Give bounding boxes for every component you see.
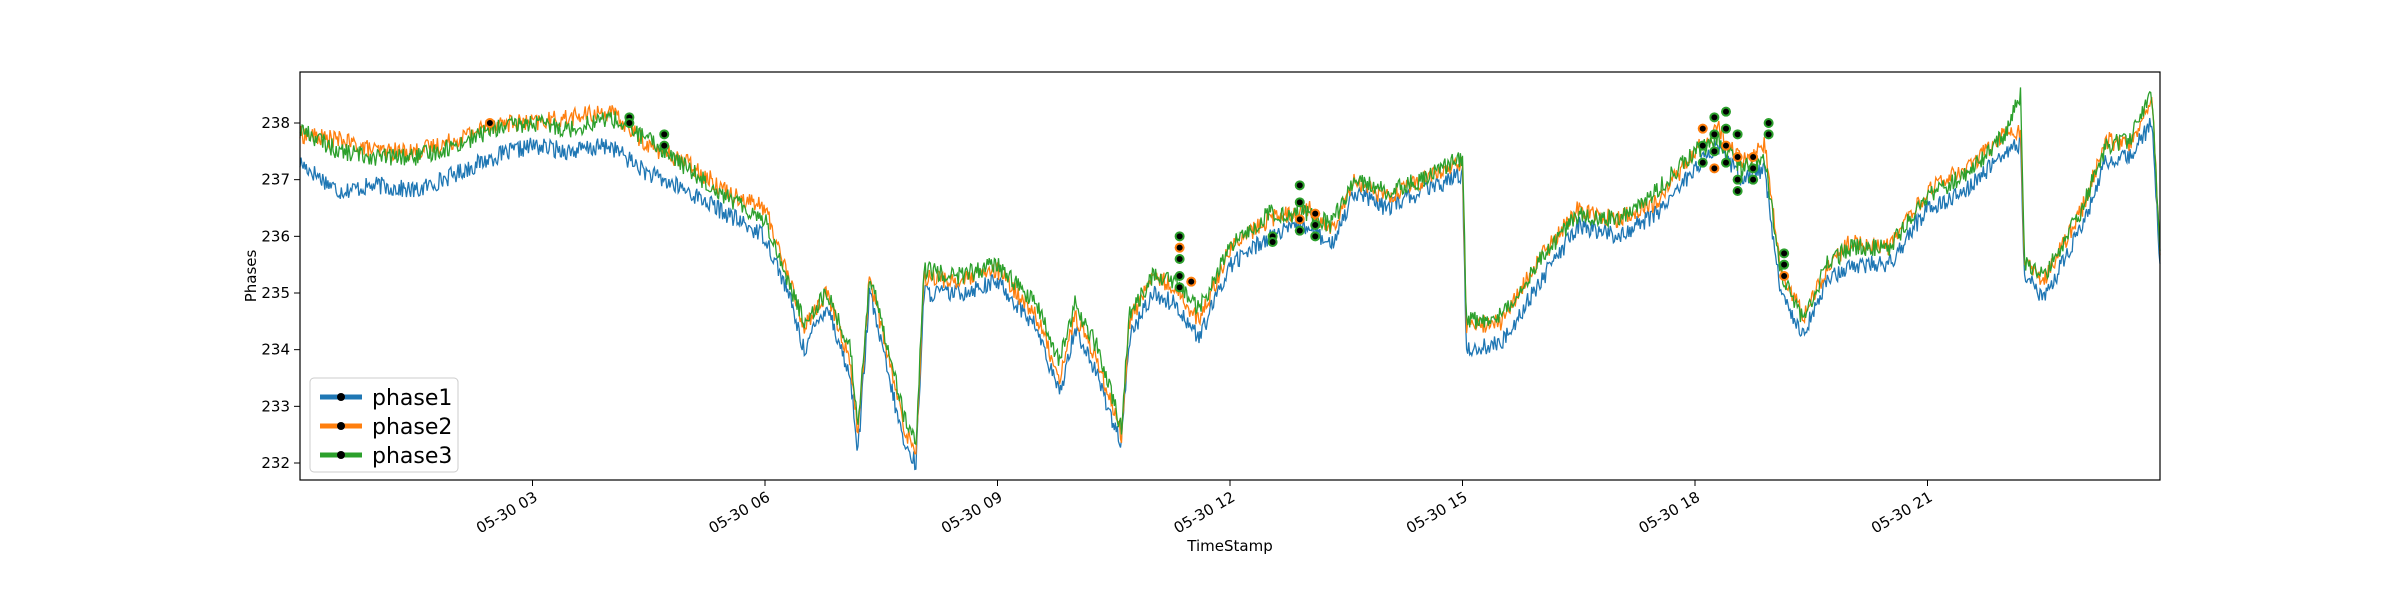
anomaly-marker-dot [1296, 182, 1303, 189]
anomaly-marker-dot [1734, 176, 1741, 183]
anomaly-marker-dot [1699, 125, 1706, 132]
legend-box [309, 377, 459, 473]
anomaly-marker-dot [1176, 273, 1183, 279]
x-tick-label: 05-30 03 [473, 488, 540, 537]
anomaly-marker-dot [1723, 108, 1729, 115]
y-tick-label: 232 [261, 454, 290, 472]
anomaly-marker-dot [1269, 239, 1276, 245]
anomaly-marker-dot [1750, 154, 1757, 160]
anomaly-marker-dot [1781, 273, 1788, 279]
series-line-phase2 [299, 96, 2161, 455]
series-line-phase1 [299, 117, 2161, 471]
anomaly-marker-dot [486, 120, 493, 126]
series-line-phase3 [299, 87, 2161, 446]
anomaly-marker-dot [1723, 159, 1729, 166]
anomaly-marker-dot [1711, 165, 1718, 172]
anomaly-marker-dot [1711, 131, 1718, 138]
x-tick-label: 05-30 09 [938, 488, 1005, 537]
x-tick-label: 05-30 15 [1403, 488, 1470, 537]
anomaly-marker-dot [1699, 159, 1706, 166]
anomaly-marker-dot [1750, 176, 1757, 183]
x-tick-label: 05-30 18 [1636, 488, 1703, 537]
x-tick-label: 05-30 06 [706, 488, 773, 537]
y-tick-label: 236 [261, 227, 290, 245]
legend: phase1 phase2 phase3 [309, 377, 459, 473]
y-tick-label: 237 [261, 171, 290, 189]
x-tick-label: 05-30 21 [1868, 488, 1935, 537]
legend-marker-phase1 [337, 393, 345, 401]
anomaly-marker-dot [626, 120, 633, 126]
anomaly-marker-dot [1723, 125, 1729, 132]
anomaly-marker-dot [1765, 131, 1772, 138]
legend-marker-phase2 [337, 422, 345, 430]
anomaly-marker-dot [1734, 154, 1741, 160]
anomaly-marker-dot [1723, 142, 1729, 149]
series-layer [299, 87, 2161, 471]
anomaly-marker-dot [1711, 114, 1718, 121]
anomaly-marker-dot [1781, 261, 1788, 268]
y-tick-label: 233 [261, 397, 290, 415]
anomaly-marker-dot [1312, 210, 1319, 217]
y-axis-ticks: 232 233 234 235 236 237 238 [261, 114, 300, 472]
anomaly-marker-dot [1312, 233, 1319, 240]
anomaly-marker-dot [1176, 233, 1183, 240]
anomaly-marker-dot [1765, 120, 1772, 126]
anomaly-marker-dot [1312, 222, 1319, 228]
anomaly-marker-dot [661, 142, 668, 149]
y-tick-label: 235 [261, 284, 290, 302]
legend-label-phase3: phase3 [372, 444, 452, 469]
legend-marker-phase3 [337, 451, 345, 459]
anomaly-marker-dot [1296, 227, 1303, 234]
anomaly-marker-dot [1734, 188, 1741, 194]
x-tick-label: 05-30 12 [1171, 488, 1238, 537]
anomaly-marker-dot [1750, 165, 1757, 172]
x-axis-label: TimeStamp [1186, 537, 1272, 555]
anomaly-marker-dot [1176, 284, 1183, 291]
legend-label-phase1: phase1 [372, 386, 452, 411]
plot-area-frame [299, 71, 2161, 481]
anomaly-marker-dot [1734, 131, 1741, 138]
anomaly-marker-dot [1296, 216, 1303, 223]
anomaly-marker-dot [1188, 278, 1195, 285]
anomaly-marker-layer [484, 106, 1790, 293]
y-tick-label: 238 [261, 114, 290, 132]
x-axis-ticks: 05-30 03 05-30 06 05-30 09 05-30 12 05-30 15… [473, 480, 1936, 537]
anomaly-marker-dot [1176, 256, 1183, 262]
anomaly-marker-dot [1176, 244, 1183, 251]
y-axis-label: Phases [242, 250, 260, 303]
anomaly-marker-dot [1699, 142, 1706, 149]
anomaly-marker-dot [1711, 148, 1718, 155]
anomaly-marker-dot [661, 131, 668, 138]
anomaly-marker-dot [1781, 250, 1788, 257]
legend-label-phase2: phase2 [372, 415, 452, 440]
y-tick-label: 234 [261, 341, 290, 359]
anomaly-marker-dot [1296, 199, 1303, 206]
